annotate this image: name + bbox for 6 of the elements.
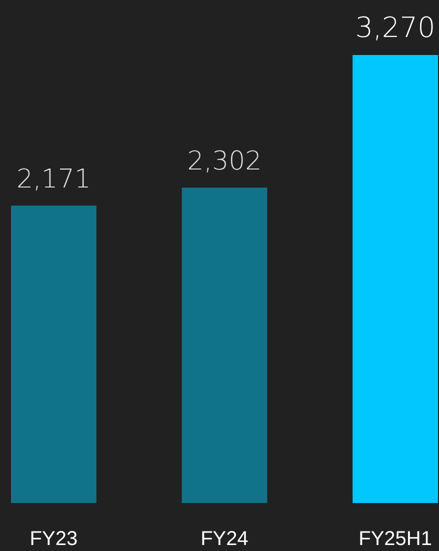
x-tick-label: FY25H1	[358, 528, 432, 550]
data-label: 3,270	[355, 11, 436, 44]
x-tick-label: FY24	[200, 528, 248, 550]
data-label: 2,302	[187, 146, 262, 177]
x-tick-label: FY23	[30, 528, 78, 550]
data-label: 2,171	[16, 164, 91, 195]
